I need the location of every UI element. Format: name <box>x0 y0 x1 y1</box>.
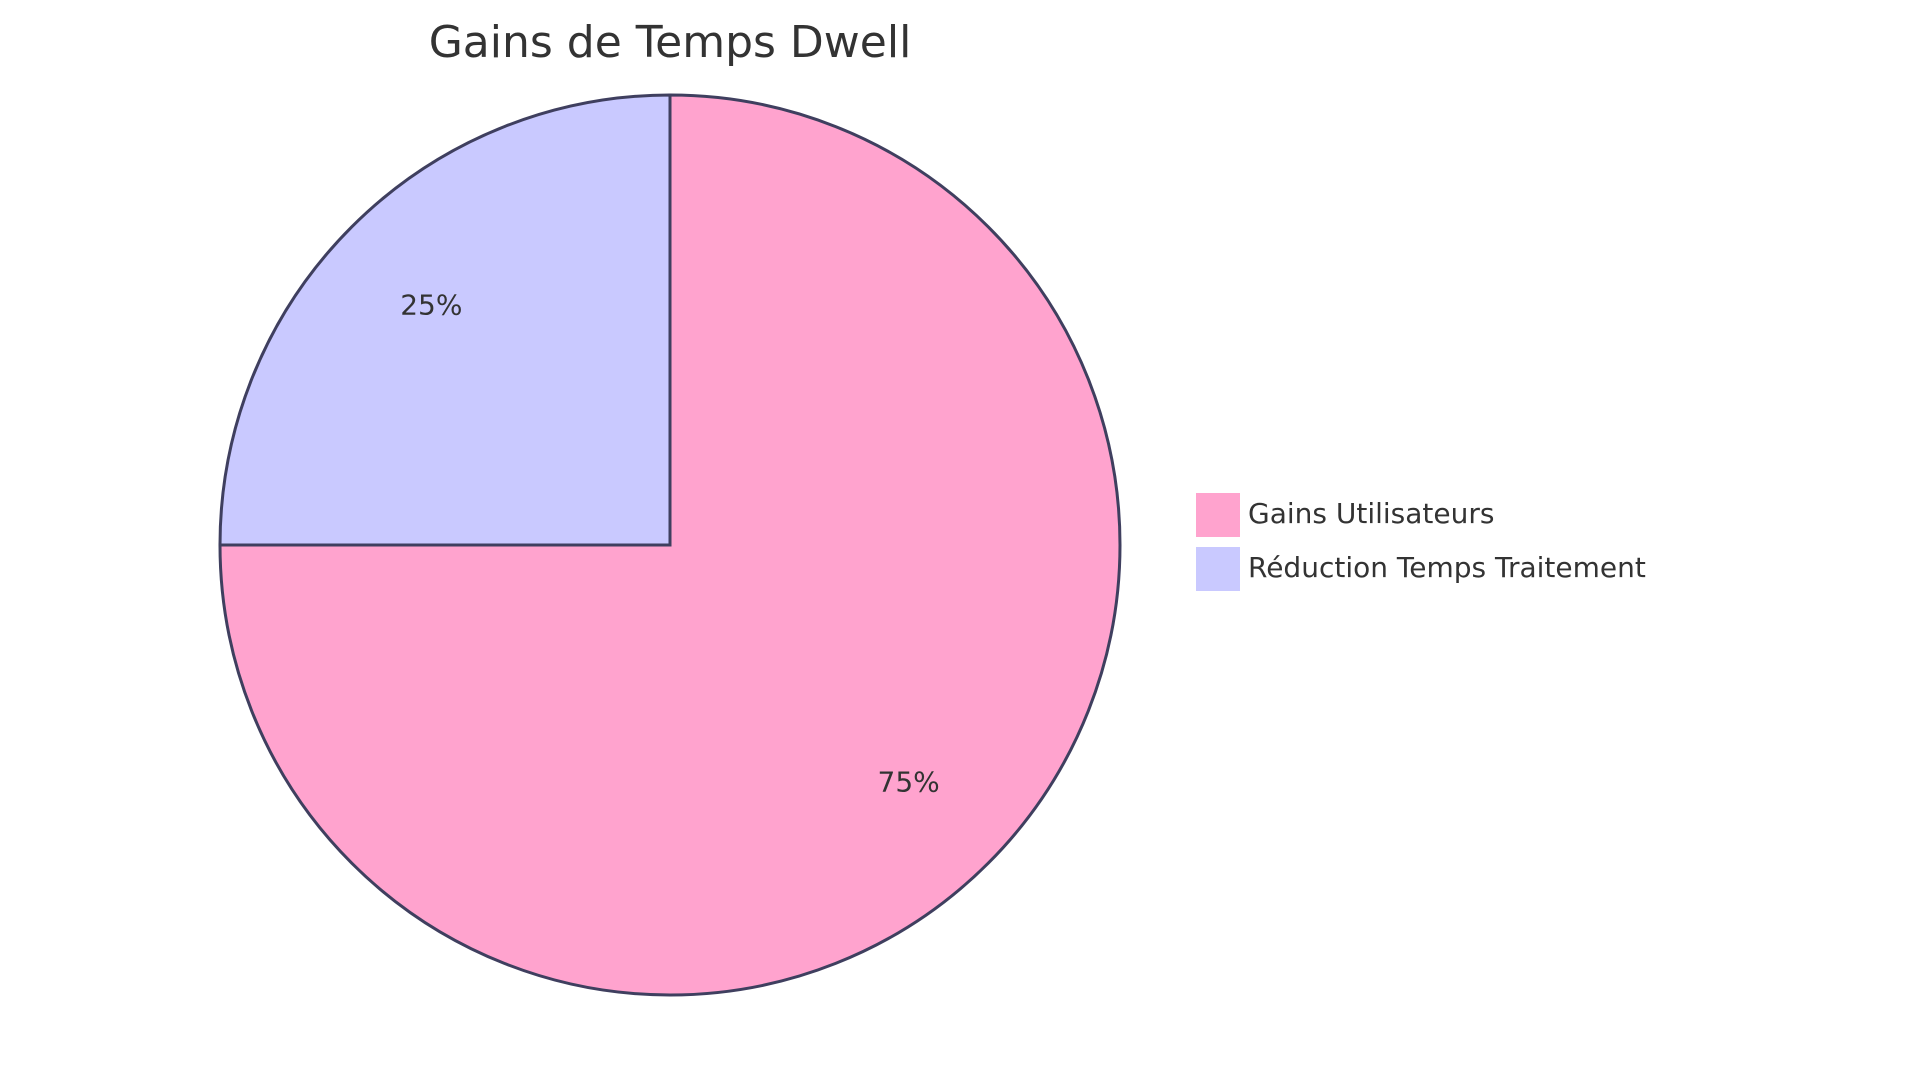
pie-slice-labels: 75% 25% <box>400 288 940 798</box>
legend-swatch <box>1196 493 1240 537</box>
pie-slices <box>218 93 1122 997</box>
legend-label: Gains Utilisateurs <box>1248 497 1494 530</box>
pie-slice-r-duction-temps-traitement <box>218 93 672 547</box>
legend: Gains Utilisateurs Réduction Temps Traite… <box>1196 493 1646 591</box>
legend-item: Gains Utilisateurs <box>1196 493 1494 537</box>
legend-item: Réduction Temps Traitement <box>1196 547 1646 591</box>
legend-label: Réduction Temps Traitement <box>1248 551 1646 584</box>
pie-slice-label: 75% <box>878 766 940 799</box>
chart-title: Gains de Temps Dwell <box>429 17 912 68</box>
pie-slice-label: 25% <box>400 288 462 321</box>
legend-swatch <box>1196 547 1240 591</box>
